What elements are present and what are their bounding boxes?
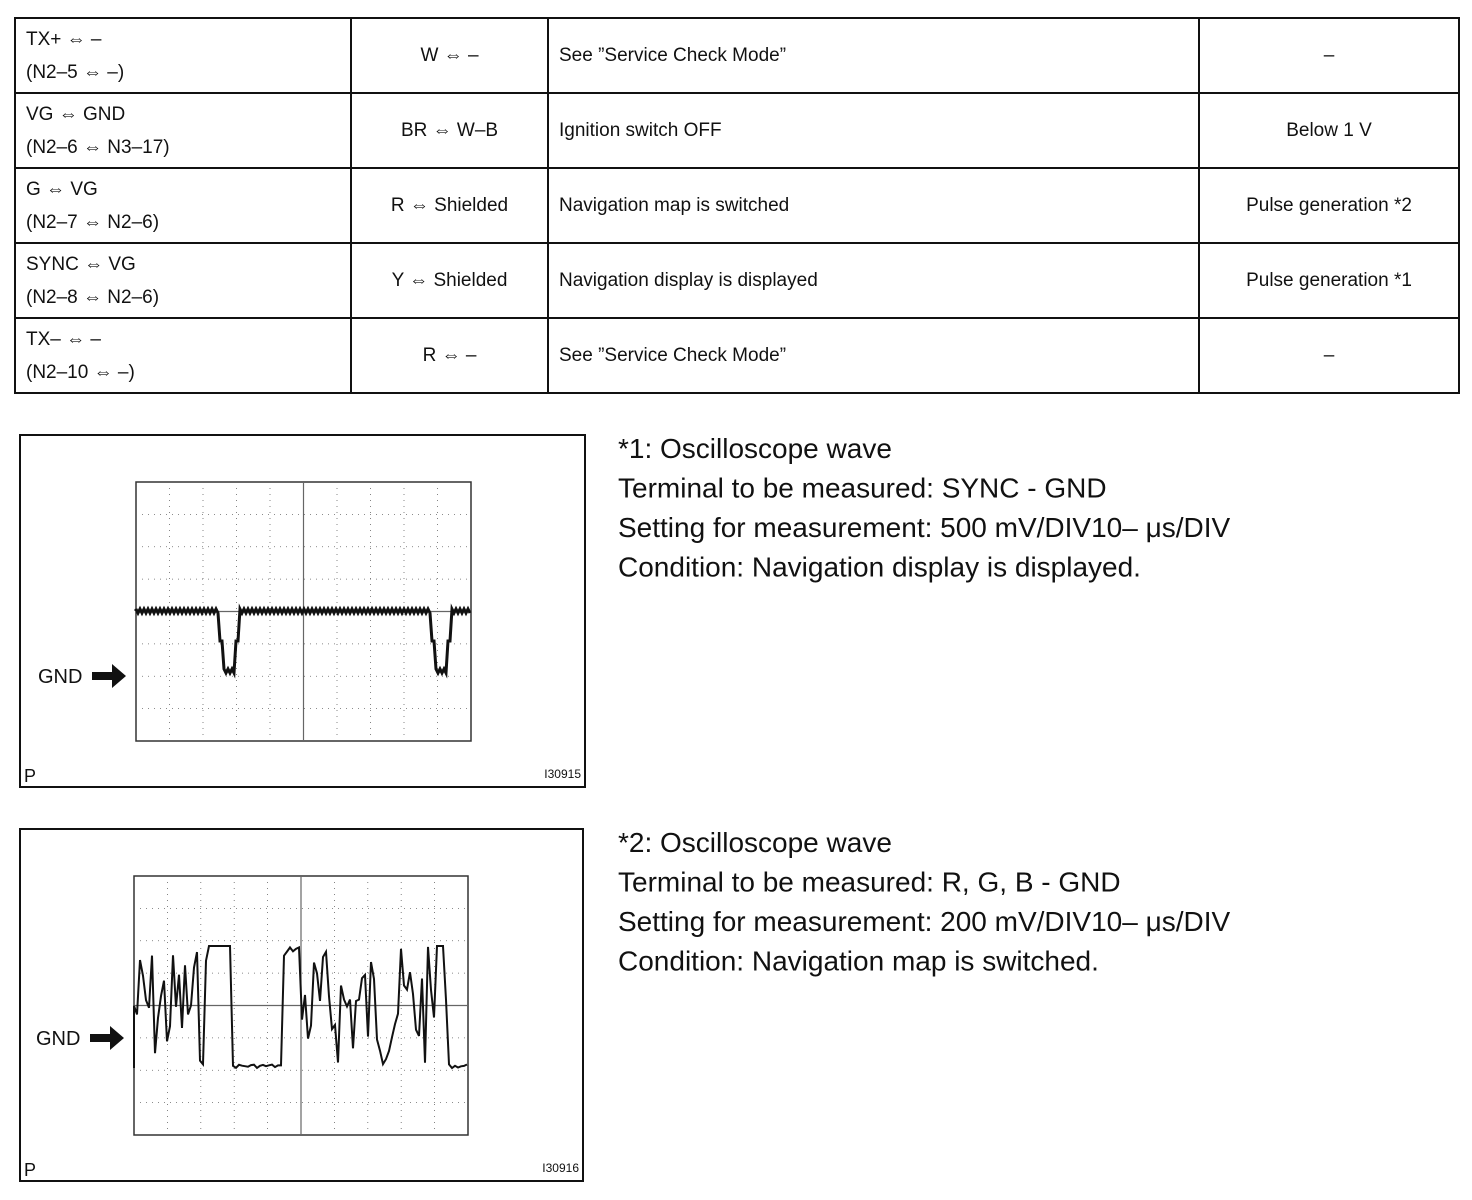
- corner-label: P: [24, 766, 36, 786]
- cell-line: (N2–6 ⇔ N3–17): [26, 136, 170, 158]
- description-line: *2: Oscilloscope wave: [618, 827, 892, 858]
- gnd-label: GND: [38, 666, 82, 688]
- table-cell: BR ⇔ W–B: [350, 92, 549, 169]
- table-cell: See ”Service Check Mode”: [547, 317, 1200, 394]
- table-row: G ⇔ VG (N2–7 ⇔ N2–6) R ⇔ Shielded Navigatio…: [14, 167, 1460, 244]
- table-row: TX+ ⇔ – (N2–5 ⇔ –) W ⇔ – See ”Service Check…: [14, 17, 1460, 94]
- connector-table: TX+ ⇔ – (N2–5 ⇔ –) W ⇔ – See ”Service Check…: [14, 17, 1460, 394]
- description-line: *1: Oscilloscope wave: [618, 433, 892, 464]
- corner-label: P: [24, 1160, 36, 1180]
- table-cell: W ⇔ –: [350, 17, 549, 94]
- cell-line: VG ⇔ GND: [26, 103, 126, 125]
- table-cell: Pulse generation *2: [1198, 167, 1460, 244]
- cell-line: (N2–7 ⇔ N2–6): [26, 211, 160, 233]
- table-cell: Navigation map is switched: [547, 167, 1200, 244]
- description-line: Setting for measurement: 200 mV/DIV10– μ…: [618, 906, 1231, 937]
- figure-code: I30915: [544, 767, 581, 781]
- table-cell: G ⇔ VG (N2–7 ⇔ N2–6): [14, 167, 352, 244]
- figure-code: I30916: [542, 1161, 579, 1175]
- table-cell: Below 1 V: [1198, 92, 1460, 169]
- table-cell: VG ⇔ GND (N2–6 ⇔ N3–17): [14, 92, 352, 169]
- table-row: TX– ⇔ – (N2–10 ⇔ –) R ⇔ – See ”Service Chec…: [14, 317, 1460, 394]
- table-cell: R ⇔ Shielded: [350, 167, 549, 244]
- gnd-label: GND: [36, 1028, 80, 1050]
- table-cell: TX+ ⇔ – (N2–5 ⇔ –): [14, 17, 352, 94]
- table-cell: –: [1198, 17, 1460, 94]
- description-line: Condition: Navigation map is switched.: [618, 946, 1099, 977]
- rgb-wave: [133, 945, 468, 1070]
- description-line: Setting for measurement: 500 mV/DIV10– μ…: [618, 512, 1231, 543]
- description-line: Terminal to be measured: R, G, B - GND: [618, 867, 1121, 898]
- description-line: Terminal to be measured: SYNC - GND: [618, 473, 1107, 504]
- cell-line: G ⇔ VG: [26, 178, 98, 200]
- table-cell: Pulse generation *1: [1198, 242, 1460, 319]
- sync-wave: [134, 603, 472, 679]
- table-cell: Navigation display is displayed: [547, 242, 1200, 319]
- table-row: VG ⇔ GND (N2–6 ⇔ N3–17) BR ⇔ W–B Ignition s…: [14, 92, 1460, 169]
- gnd-arrow: [90, 1026, 124, 1050]
- table-cell: Y ⇔ Shielded: [350, 242, 549, 319]
- table-cell: –: [1198, 317, 1460, 394]
- table-cell: SYNC ⇔ VG (N2–8 ⇔ N2–6): [14, 242, 352, 319]
- cell-line: (N2–5 ⇔ –): [26, 61, 125, 83]
- description-line: Condition: Navigation display is display…: [618, 552, 1141, 583]
- figure-frame: [19, 828, 584, 1182]
- cell-line: (N2–10 ⇔ –): [26, 361, 135, 383]
- cell-line: SYNC ⇔ VG: [26, 253, 136, 275]
- figure-frame: [19, 434, 586, 788]
- cell-line: TX+ ⇔ –: [26, 28, 102, 50]
- table-cell: R ⇔ –: [350, 317, 549, 394]
- table-cell: Ignition switch OFF: [547, 92, 1200, 169]
- table-row: SYNC ⇔ VG (N2–8 ⇔ N2–6) Y ⇔ Shielded Naviga…: [14, 242, 1460, 319]
- table-cell: See ”Service Check Mode”: [547, 17, 1200, 94]
- table-cell: TX– ⇔ – (N2–10 ⇔ –): [14, 317, 352, 394]
- cell-line: (N2–8 ⇔ N2–6): [26, 286, 160, 308]
- gnd-arrow: [92, 664, 126, 688]
- cell-line: TX– ⇔ –: [26, 328, 101, 350]
